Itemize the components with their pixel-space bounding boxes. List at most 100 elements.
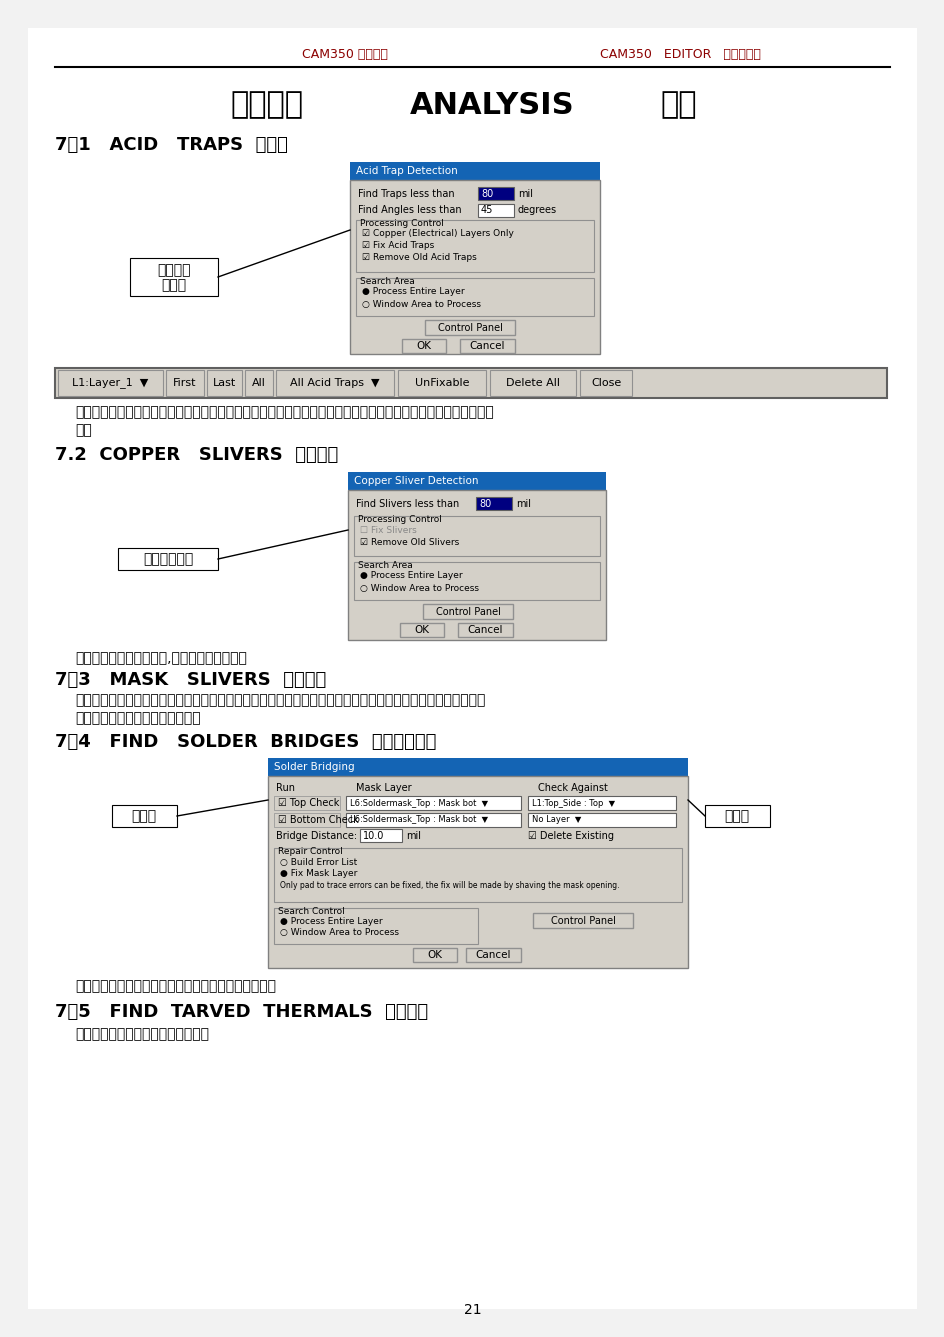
Text: 方。: 方。 [75,422,92,437]
Bar [490,370,576,396]
Bar [112,805,177,828]
Text: Processing Control: Processing Control [360,218,444,227]
Text: All Acid Traps  ▼: All Acid Traps ▼ [290,378,379,388]
Text: ● Process Entire Layer: ● Process Entire Layer [279,917,382,927]
Bar [528,796,675,810]
Bar [347,472,605,489]
Text: ☑ Delete Existing: ☑ Delete Existing [528,832,614,841]
Bar [478,205,514,217]
Text: 自动分析蚀刻角，当有小于设定角度时，系统自动在此处加上一块铜皮，使蚀刻时不至于有蚀刻不到或不完整的地: 自动分析蚀刻角，当有小于设定角度时，系统自动在此处加上一块铜皮，使蚀刻时不至于有… [75,405,493,418]
Text: L1:Layer_1  ▼: L1:Layer_1 ▼ [72,377,148,389]
Text: L6:Soldermask_Top : Mask bot  ▼: L6:Soldermask_Top : Mask bot ▼ [349,798,488,808]
Text: ☑ Copper (Electrical) Layers Only: ☑ Copper (Electrical) Layers Only [362,230,514,238]
Text: Cancel: Cancel [469,341,504,352]
Text: mil: mil [517,189,532,199]
Text: 蚀刻角: 蚀刻角 [161,278,186,291]
Text: Check Against: Check Against [537,783,607,793]
Bar [55,368,886,398]
Bar [349,180,599,354]
Bar [704,805,769,828]
Bar [274,848,682,902]
Bar [356,221,594,271]
Text: 用于检测复合层被叠减层的正确性。: 用于检测复合层被叠减层的正确性。 [75,1027,209,1042]
Bar [346,813,520,828]
Text: CAM350 使用手册: CAM350 使用手册 [302,48,388,62]
Text: UnFixable: UnFixable [414,378,469,388]
Text: All: All [252,378,265,388]
Text: Run: Run [276,783,295,793]
Text: L6:Soldermask_Top : Mask bot  ▼: L6:Soldermask_Top : Mask bot ▼ [349,816,488,825]
Bar [268,758,687,775]
Text: Search Area: Search Area [358,560,413,570]
Bar [476,497,512,509]
Bar [118,548,218,570]
Text: Repair Control: Repair Control [278,846,343,856]
Text: mil: mil [406,832,421,841]
Text: ○ Window Area to Process: ○ Window Area to Process [279,928,398,937]
Text: ☑ Bottom Check: ☑ Bottom Check [278,816,359,825]
Text: 7．5   FIND  TARVED  THERMALS  查找乏热: 7．5 FIND TARVED THERMALS 查找乏热 [55,1003,428,1021]
Text: Cancel: Cancel [475,951,510,960]
Text: Mask Layer: Mask Layer [356,783,412,793]
Text: 7.2  COPPER   SLIVERS  铜皮缝隙: 7.2 COPPER SLIVERS 铜皮缝隙 [55,447,338,464]
Text: ● Fix Mask Layer: ● Fix Mask Layer [279,869,357,877]
Text: 80: 80 [480,189,493,199]
Text: 21: 21 [464,1304,481,1317]
Text: Only pad to trace errors can be fixed, the fix will be made by shaving the mask : Only pad to trace errors can be fixed, t… [279,881,619,889]
Bar [274,908,478,944]
Text: 分析阻焊层中焊盘与焊盘，焊盘与线条，线条与线条之间的最小距离，如果距离在设定的最小距离以内，系统将: 分析阻焊层中焊盘与焊盘，焊盘与线条，线条与线条之间的最小距离，如果距离在设定的最… [75,693,485,707]
Bar [268,775,687,968]
Text: ☑ Remove Old Acid Traps: ☑ Remove Old Acid Traps [362,254,476,262]
Bar [349,162,599,180]
Text: OK: OK [427,951,442,960]
Text: 7．1   ACID   TRAPS  蚀刻位: 7．1 ACID TRAPS 蚀刻位 [55,136,288,154]
Text: mil: mil [515,499,531,509]
Bar [356,278,594,316]
Text: Search Area: Search Area [360,277,414,286]
Text: 线路层: 线路层 [724,809,749,824]
Text: Search Control: Search Control [278,906,345,916]
Text: L1:Top_Side : Top  ▼: L1:Top_Side : Top ▼ [531,798,615,808]
Text: CAM350   EDITOR   图形编辑器: CAM350 EDITOR 图形编辑器 [598,48,760,62]
Text: Bridge Distance:: Bridge Distance: [276,832,357,841]
Bar [347,489,605,640]
Text: 7．3   MASK   SLIVERS  阻焊缝隙: 7．3 MASK SLIVERS 阻焊缝隙 [55,671,326,689]
Text: Solder Bridging: Solder Bridging [274,762,354,771]
Bar [244,370,273,396]
Bar [276,370,394,396]
Bar [274,813,340,828]
Bar [354,562,599,600]
Text: 10.0: 10.0 [362,832,384,841]
Bar [58,370,162,396]
Text: 45: 45 [480,205,493,215]
Text: 设定最小: 设定最小 [157,263,191,277]
Text: ANALYSIS: ANALYSIS [410,91,574,119]
Bar [354,516,599,556]
Text: Close: Close [590,378,620,388]
Text: Find Traps less than: Find Traps less than [358,189,454,199]
Bar [460,340,514,353]
Text: Find Angles less than: Find Angles less than [358,205,461,215]
Bar [478,187,514,201]
Bar [425,320,514,336]
Text: No Layer  ▼: No Layer ▼ [531,816,581,825]
Text: ○ Window Area to Process: ○ Window Area to Process [360,583,479,592]
Bar [360,829,401,842]
Text: ○ Window Area to Process: ○ Window Area to Process [362,299,480,309]
Text: OK: OK [416,341,431,352]
Bar [458,623,513,636]
Bar [207,370,242,396]
Text: 分析: 分析 [659,91,696,119]
Text: degrees: degrees [517,205,557,215]
Bar [423,604,513,619]
Text: 相近的两元素用多边形连接起来。: 相近的两元素用多边形连接起来。 [75,711,200,725]
Text: 分析铜皮最小长度即铜渣,可将其找出并删除。: 分析铜皮最小长度即铜渣,可将其找出并删除。 [75,651,246,664]
Text: Find Slivers less than: Find Slivers less than [356,499,459,509]
Text: Cancel: Cancel [466,624,502,635]
Text: OK: OK [414,624,429,635]
Text: Control Panel: Control Panel [550,916,615,927]
Bar [399,623,444,636]
Text: ☐ Fix Slivers: ☐ Fix Slivers [360,525,416,535]
Text: 铜皮最小长度: 铜皮最小长度 [143,552,193,566]
Text: First: First [173,378,196,388]
